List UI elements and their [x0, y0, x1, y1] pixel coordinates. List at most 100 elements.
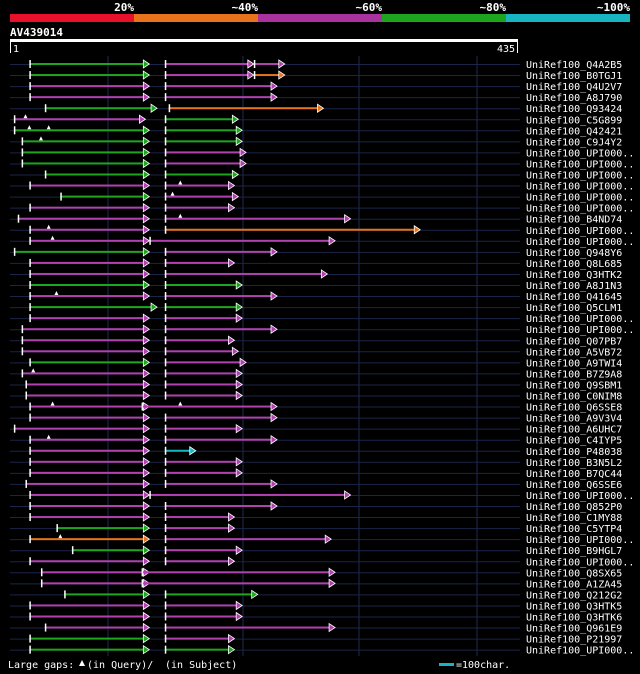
hit-row[interactable]: UniRef100_B9HGL7: [10, 545, 622, 557]
hit-row[interactable]: UniRef100_Q6SSE6: [10, 479, 622, 491]
hit-row[interactable]: UniRef100_B7Z9A8: [10, 368, 622, 380]
hit-name[interactable]: UniRef100_Q6SSE6: [526, 480, 622, 491]
hit-name[interactable]: UniRef100_UPI000..: [526, 557, 634, 568]
hit-name[interactable]: UniRef100_B7QC44: [526, 469, 622, 480]
hit-name[interactable]: UniRef100_UPI000..: [526, 193, 634, 204]
hit-name[interactable]: UniRef100_A8J1N3: [526, 281, 622, 292]
hit-name[interactable]: UniRef100_A6UHC7: [526, 425, 622, 436]
hit-name[interactable]: UniRef100_Q93424: [526, 104, 622, 115]
hit-row[interactable]: UniRef100_B7QC44: [10, 468, 622, 480]
hit-name[interactable]: UniRef100_C9J4Y2: [526, 137, 622, 148]
hit-name[interactable]: UniRef100_UPI000..: [526, 226, 634, 237]
hit-name[interactable]: UniRef100_B0TGJ1: [526, 71, 622, 82]
hit-row[interactable]: UniRef100_UPI000..: [10, 202, 634, 215]
hit-row[interactable]: UniRef100_Q5CLM1: [10, 302, 622, 314]
hit-name[interactable]: UniRef100_UPI000..: [526, 204, 634, 215]
hit-name[interactable]: UniRef100_B3N5L2: [526, 458, 622, 469]
hit-name[interactable]: UniRef100_Q4U2V7: [526, 82, 622, 93]
hit-name[interactable]: UniRef100_UPI000..: [526, 646, 634, 657]
hit-name[interactable]: UniRef100_C4IYP5: [526, 436, 622, 447]
hit-name[interactable]: UniRef100_P21997: [526, 635, 622, 646]
hit-name[interactable]: UniRef100_C1MY88: [526, 513, 622, 524]
hit-row[interactable]: UniRef100_Q8L685: [10, 258, 622, 270]
hit-row[interactable]: UniRef100_Q3HTK5: [10, 600, 622, 612]
hit-name[interactable]: UniRef100_C5G899: [526, 115, 622, 126]
hit-row[interactable]: UniRef100_UPI000..: [10, 224, 634, 237]
hit-row[interactable]: UniRef100_P21997: [10, 633, 622, 646]
hit-row[interactable]: UniRef100_Q4U2V7: [10, 81, 622, 93]
hit-row[interactable]: UniRef100_UPI000..: [10, 235, 634, 248]
hit-name[interactable]: UniRef100_B9HGL7: [526, 546, 622, 557]
hit-row[interactable]: UniRef100_A8J790: [10, 92, 622, 104]
hit-row[interactable]: UniRef100_C1MY88: [10, 512, 622, 524]
hit-name[interactable]: UniRef100_Q3HTK6: [526, 613, 622, 624]
hit-row[interactable]: UniRef100_B3N5L2: [10, 457, 622, 469]
hit-name[interactable]: UniRef100_UPI000..: [526, 314, 634, 325]
hit-row[interactable]: UniRef100_UPI000..: [10, 556, 634, 568]
hit-row[interactable]: UniRef100_B4ND74: [10, 213, 622, 226]
hit-row[interactable]: UniRef100_C9J4Y2: [10, 136, 622, 148]
hit-row[interactable]: UniRef100_UPI000..: [10, 490, 634, 502]
hit-row[interactable]: UniRef100_UPI000..: [10, 169, 634, 182]
hit-row[interactable]: UniRef100_UPI000..: [10, 147, 634, 159]
hit-row[interactable]: UniRef100_C0NIM8: [10, 390, 622, 403]
hit-row[interactable]: UniRef100_UPI000..: [10, 534, 634, 546]
hit-name[interactable]: UniRef100_A8J790: [526, 93, 622, 104]
hit-name[interactable]: UniRef100_Q41645: [526, 292, 622, 303]
hit-row[interactable]: UniRef100_Q852P0: [10, 501, 622, 513]
hit-name[interactable]: UniRef100_UPI000..: [526, 159, 634, 170]
hit-row[interactable]: UniRef100_Q961E9: [10, 622, 622, 635]
hit-row[interactable]: UniRef100_C5G899: [10, 114, 622, 126]
hit-row[interactable]: UniRef100_Q948Y6: [10, 247, 622, 259]
hit-row[interactable]: UniRef100_P48038: [10, 446, 622, 458]
hit-row[interactable]: UniRef100_Q93424: [10, 103, 622, 115]
hit-row[interactable]: UniRef100_Q07PB7: [10, 335, 622, 347]
hit-row[interactable]: UniRef100_Q3HTK6: [10, 611, 622, 624]
hit-row[interactable]: UniRef100_A5VB72: [10, 346, 622, 358]
hit-row[interactable]: UniRef100_Q9SBM1: [10, 379, 622, 391]
hit-row[interactable]: UniRef100_Q212G2: [10, 589, 622, 601]
hit-name[interactable]: UniRef100_Q3HTK2: [526, 270, 622, 281]
hit-name[interactable]: UniRef100_UPI000..: [526, 535, 634, 546]
hit-row[interactable]: UniRef100_A9V3V4: [10, 412, 622, 425]
hit-row[interactable]: UniRef100_Q8SX65: [10, 567, 622, 579]
hit-row[interactable]: UniRef100_UPI000..: [10, 158, 634, 170]
hit-row[interactable]: UniRef100_A1ZA45: [10, 578, 622, 590]
hit-name[interactable]: UniRef100_UPI000..: [526, 325, 634, 336]
hit-name[interactable]: UniRef100_Q8L685: [526, 259, 622, 270]
hit-name[interactable]: UniRef100_UPI000..: [526, 237, 634, 248]
hit-row[interactable]: UniRef100_UPI000..: [10, 324, 634, 336]
hit-row[interactable]: UniRef100_UPI000..: [10, 191, 634, 204]
hit-name[interactable]: UniRef100_Q42421: [526, 126, 622, 137]
hit-row[interactable]: UniRef100_A9TWI4: [10, 357, 622, 369]
hit-name[interactable]: UniRef100_UPI000..: [526, 491, 634, 502]
hit-row[interactable]: UniRef100_UPI000..: [10, 644, 634, 657]
hit-row[interactable]: UniRef100_A8J1N3: [10, 280, 622, 292]
hit-name[interactable]: UniRef100_Q961E9: [526, 624, 622, 635]
hit-name[interactable]: UniRef100_B4ND74: [526, 215, 622, 226]
hit-row[interactable]: UniRef100_UPI000..: [10, 313, 634, 325]
hit-row[interactable]: UniRef100_A6UHC7: [10, 423, 622, 436]
hit-name[interactable]: UniRef100_P48038: [526, 447, 622, 458]
hit-row[interactable]: UniRef100_B0TGJ1: [10, 70, 622, 82]
hit-row[interactable]: UniRef100_UPI000..: [10, 180, 634, 193]
hit-name[interactable]: UniRef100_B7Z9A8: [526, 369, 622, 380]
hit-name[interactable]: UniRef100_A9V3V4: [526, 414, 622, 425]
hit-name[interactable]: UniRef100_Q07PB7: [526, 336, 622, 347]
hit-name[interactable]: UniRef100_Q6SSE8: [526, 403, 622, 414]
hit-name[interactable]: UniRef100_Q5CLM1: [526, 303, 622, 314]
hit-name[interactable]: UniRef100_UPI000..: [526, 171, 634, 182]
hit-row[interactable]: UniRef100_Q42421: [10, 125, 622, 137]
hit-row[interactable]: UniRef100_Q6SSE8: [10, 401, 622, 414]
hit-name[interactable]: UniRef100_Q212G2: [526, 590, 622, 601]
hit-name[interactable]: UniRef100_Q8SX65: [526, 568, 622, 579]
hit-name[interactable]: UniRef100_Q9SBM1: [526, 380, 622, 391]
hit-name[interactable]: UniRef100_UPI000..: [526, 148, 634, 159]
hit-name[interactable]: UniRef100_C0NIM8: [526, 392, 622, 403]
hit-name[interactable]: UniRef100_Q852P0: [526, 502, 622, 513]
hit-name[interactable]: UniRef100_C5YTP4: [526, 524, 622, 535]
hit-name[interactable]: UniRef100_A1ZA45: [526, 579, 622, 590]
hit-row[interactable]: UniRef100_Q41645: [10, 291, 622, 303]
hit-name[interactable]: UniRef100_A5VB72: [526, 347, 622, 358]
hit-name[interactable]: UniRef100_A9TWI4: [526, 358, 622, 369]
